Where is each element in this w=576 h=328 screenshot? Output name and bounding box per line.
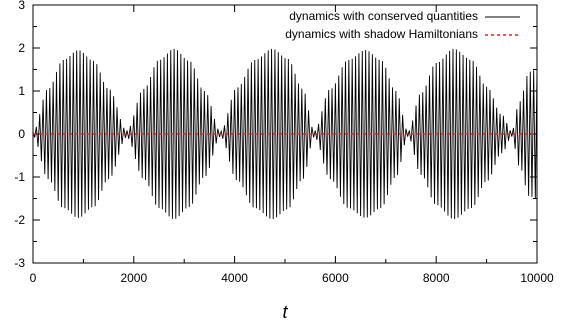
y-tick-label: 3 [18, 0, 25, 12]
series-layer [32, 48, 538, 220]
y-tick-label: 0 [18, 127, 25, 141]
legend-label-conserved: dynamics with conserved quantities [289, 9, 478, 23]
x-tick-label: 6000 [322, 271, 349, 285]
y-tick-label: -3 [14, 256, 25, 270]
x-tick-label: 4000 [221, 271, 248, 285]
x-tick-label: 8000 [423, 271, 450, 285]
y-tick-label: 1 [18, 84, 25, 98]
legend: dynamics with conserved quantities dynam… [285, 9, 520, 41]
x-tick-label: 10000 [520, 271, 554, 285]
series-conserved-line [32, 48, 538, 220]
x-axis-label: t [282, 302, 288, 322]
axis-ticks: 0 2000 4000 6000 8000 10000 -3 -2 -1 0 1 2 3 [14, 0, 554, 285]
y-tick-label: 2 [18, 41, 25, 55]
y-tick-label: -2 [14, 213, 25, 227]
x-tick-label: 2000 [120, 271, 147, 285]
legend-label-shadow: dynamics with shadow Hamiltonians [285, 27, 478, 41]
y-tick-label: -1 [14, 170, 25, 184]
x-tick-label: 0 [30, 271, 37, 285]
